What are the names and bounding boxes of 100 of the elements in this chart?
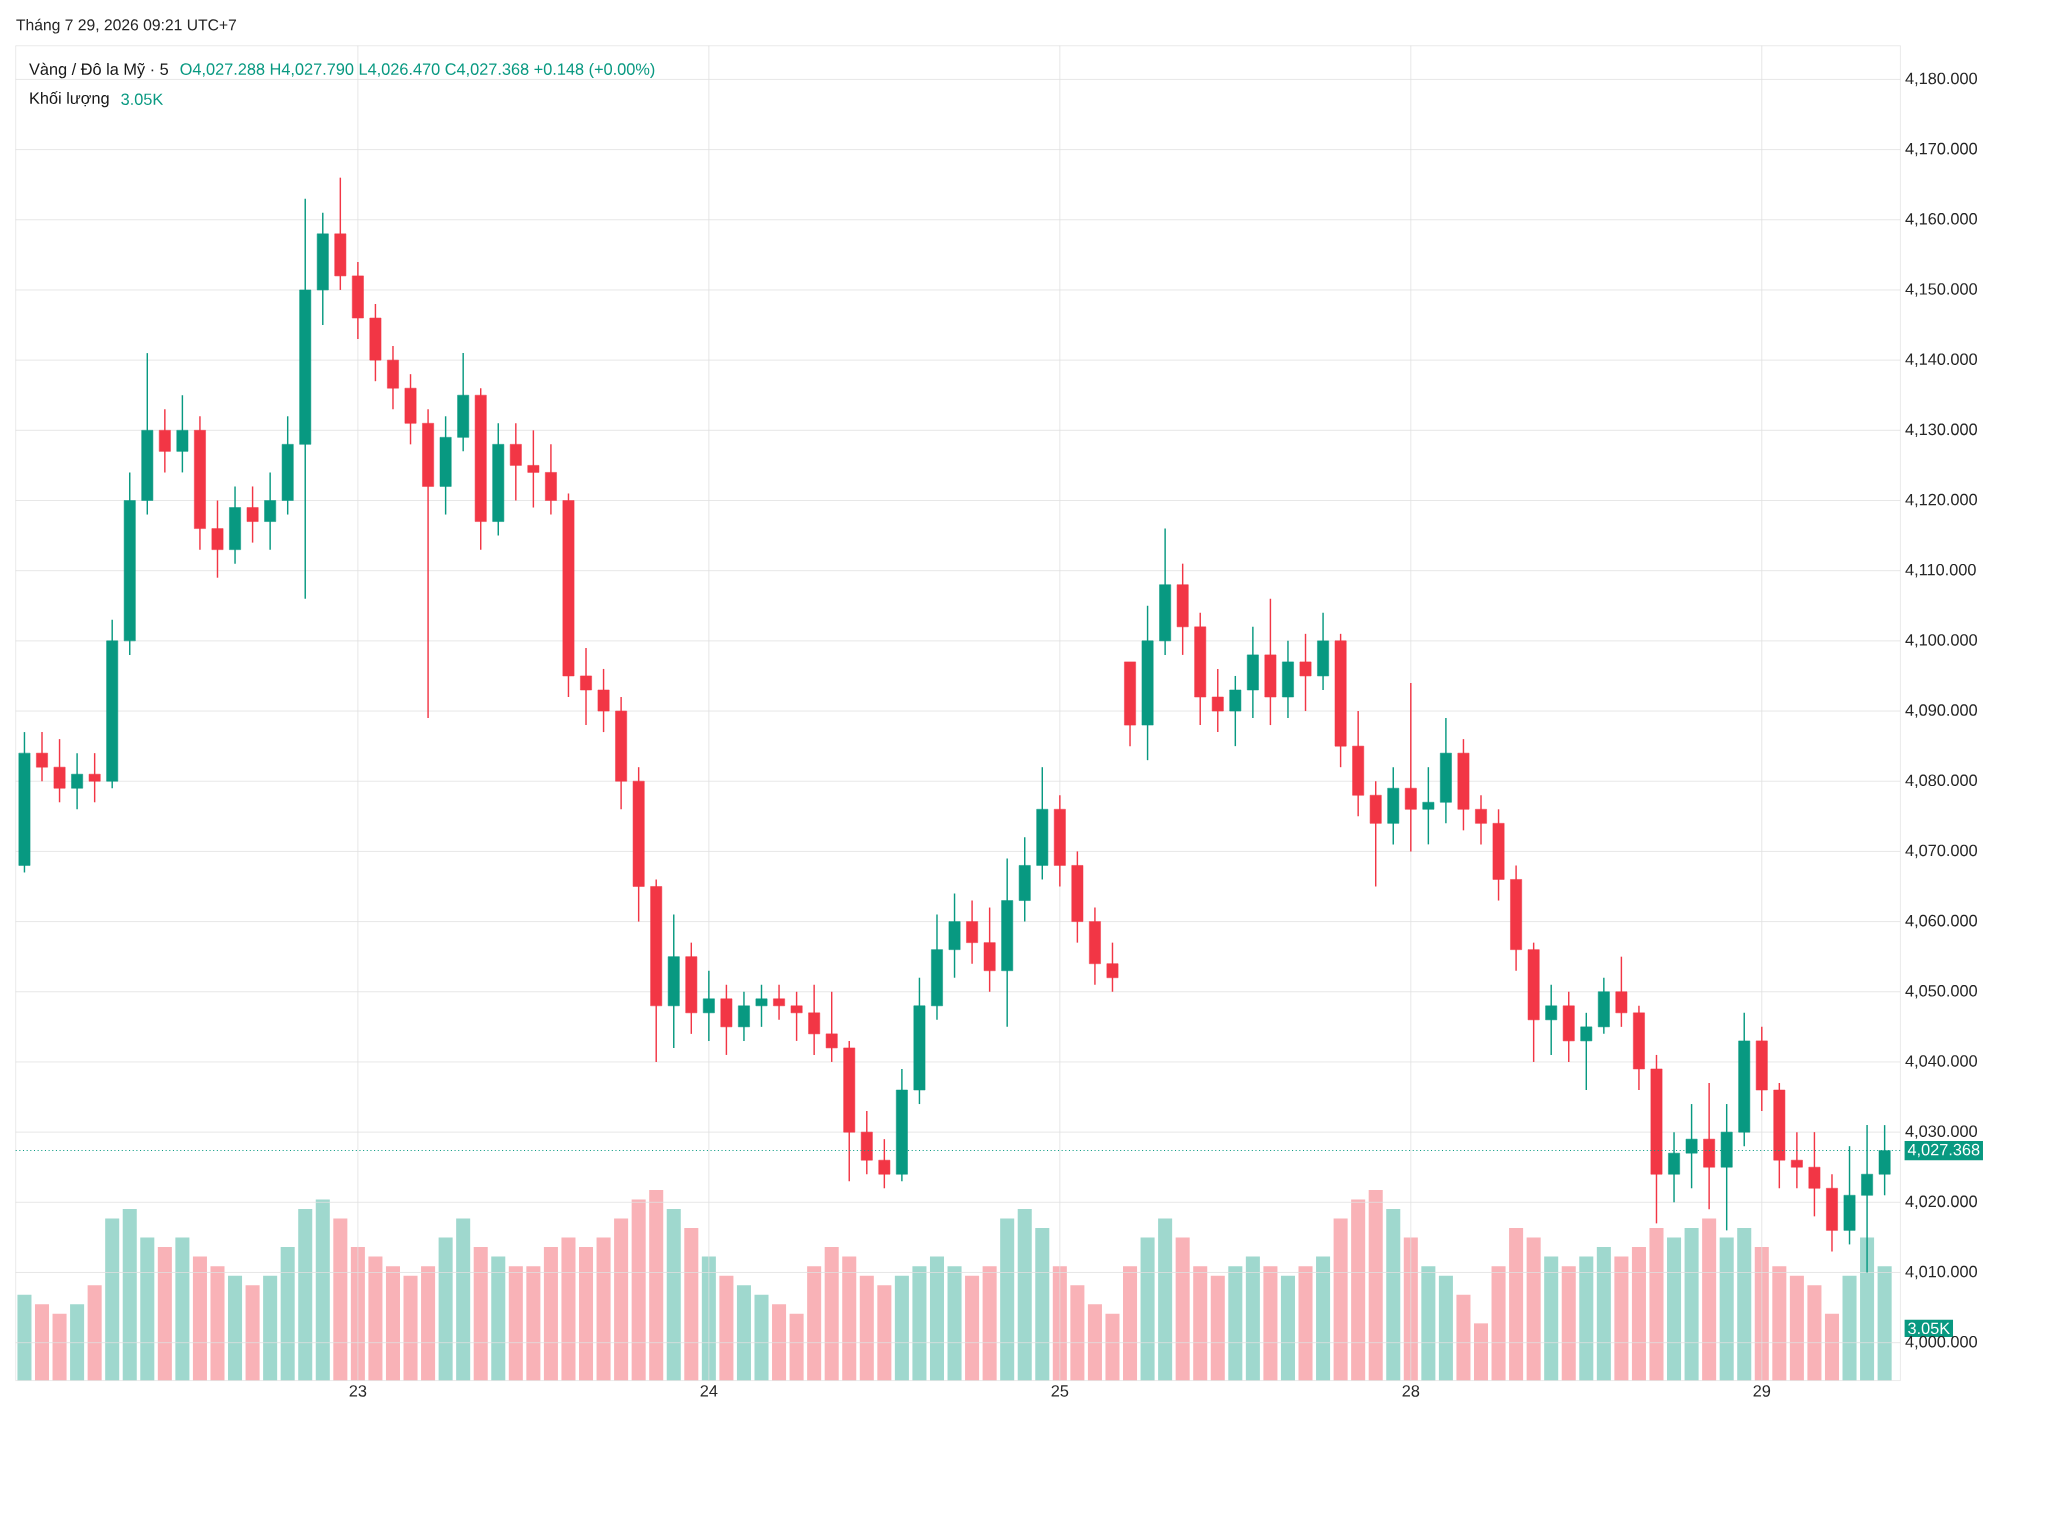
bar (17, 1294, 32, 1381)
text: 3.05K (1908, 1322, 1950, 1334)
text: Vàng / Đô la Mỹ · 5 (29, 62, 169, 78)
bar (1368, 1189, 1383, 1381)
candlestick (1545, 983, 1558, 1056)
bar (385, 1265, 400, 1381)
bar (877, 1284, 892, 1381)
candlestick (88, 752, 101, 803)
bar (807, 1265, 822, 1381)
bar (228, 1275, 243, 1381)
bar (1684, 1227, 1699, 1381)
y-tick-label: 4,090.000 (1905, 704, 1978, 718)
bar (631, 1199, 646, 1381)
y-tick-label: 4,150.000 (1905, 282, 1978, 297)
candlestick (36, 731, 48, 782)
bar (561, 1237, 576, 1381)
bar (578, 1246, 594, 1381)
candlestick (1229, 675, 1242, 747)
candlestick (738, 990, 750, 1042)
bar (965, 1275, 980, 1381)
candlestick (1791, 1131, 1803, 1189)
candlestick (176, 394, 189, 473)
bar (1491, 1265, 1506, 1381)
bar (1403, 1237, 1418, 1381)
bar (298, 1208, 313, 1381)
bar (1860, 1237, 1875, 1381)
y-tick-label: 4,070.000 (1905, 844, 1978, 858)
y-tick-label: 4,160.000 (1905, 212, 1978, 227)
x-tick-label: 23 (349, 1384, 367, 1397)
bar (1035, 1227, 1050, 1381)
bar (1737, 1227, 1752, 1381)
bar (421, 1265, 436, 1381)
bar (1719, 1237, 1734, 1381)
y-tick-label: 4,010.000 (1905, 1265, 1978, 1279)
candlestick (1106, 941, 1119, 993)
bar (666, 1208, 681, 1381)
candlestick (825, 990, 838, 1063)
bar (263, 1275, 278, 1381)
bar (859, 1275, 874, 1381)
bar (1789, 1275, 1804, 1381)
bar (1158, 1218, 1173, 1381)
annotation: 3.05K (121, 93, 164, 105)
bar (1193, 1265, 1208, 1381)
x-tick-label: 28 (1402, 1384, 1420, 1397)
bar (1351, 1199, 1366, 1381)
bar (1105, 1313, 1120, 1381)
candlestick (1404, 682, 1417, 852)
bar (1824, 1313, 1839, 1381)
bar (1123, 1265, 1138, 1381)
candlestick (1299, 632, 1312, 712)
chart-title: Khối lượng (30, 91, 109, 107)
candlestick (158, 408, 171, 473)
bar (1087, 1304, 1102, 1381)
bar (1772, 1265, 1787, 1381)
bar (333, 1218, 348, 1381)
x-tick-label: 25 (1051, 1384, 1069, 1397)
y-tick-label: 4,050.000 (1905, 984, 1978, 999)
bar (1807, 1284, 1822, 1381)
bar (87, 1284, 102, 1381)
bar (1421, 1265, 1436, 1381)
y-tick-label: 4,040.000 (1905, 1054, 1978, 1069)
bar (105, 1218, 120, 1381)
bar (894, 1275, 909, 1381)
bar (1649, 1227, 1664, 1381)
bar (1263, 1265, 1278, 1381)
candlestick (527, 429, 540, 508)
bar (192, 1256, 207, 1381)
y-tick-label: 4,020.000 (1905, 1195, 1978, 1209)
bar (157, 1246, 172, 1381)
candlestick (790, 990, 803, 1042)
bar (368, 1256, 383, 1381)
bar (280, 1246, 295, 1381)
bar (754, 1294, 769, 1381)
bar (947, 1265, 962, 1381)
y-tick-label: 4,100.000 (1905, 633, 1978, 648)
bar (736, 1284, 751, 1381)
bar (52, 1313, 67, 1381)
candlestick (264, 471, 277, 551)
y-tick-label: 4,130.000 (1905, 423, 1978, 437)
candlestick (597, 667, 610, 733)
y-tick-label: 4,060.000 (1905, 914, 1978, 929)
bar (772, 1304, 787, 1381)
bar (175, 1237, 190, 1381)
bar (491, 1256, 506, 1381)
bar (543, 1246, 558, 1381)
bar (403, 1275, 418, 1381)
bar (473, 1246, 488, 1381)
bar (1561, 1265, 1576, 1381)
bar (1842, 1275, 1857, 1381)
bar (1526, 1237, 1541, 1381)
bar (929, 1256, 945, 1381)
candlestick (773, 983, 785, 1021)
bar (1052, 1265, 1067, 1381)
bar (1228, 1265, 1243, 1381)
candlestick (1580, 1011, 1593, 1091)
bar (719, 1275, 734, 1381)
bar (1544, 1256, 1559, 1381)
bar (1017, 1208, 1032, 1381)
candlestick (211, 499, 224, 579)
y-tick-label: 4,140.000 (1905, 353, 1978, 367)
